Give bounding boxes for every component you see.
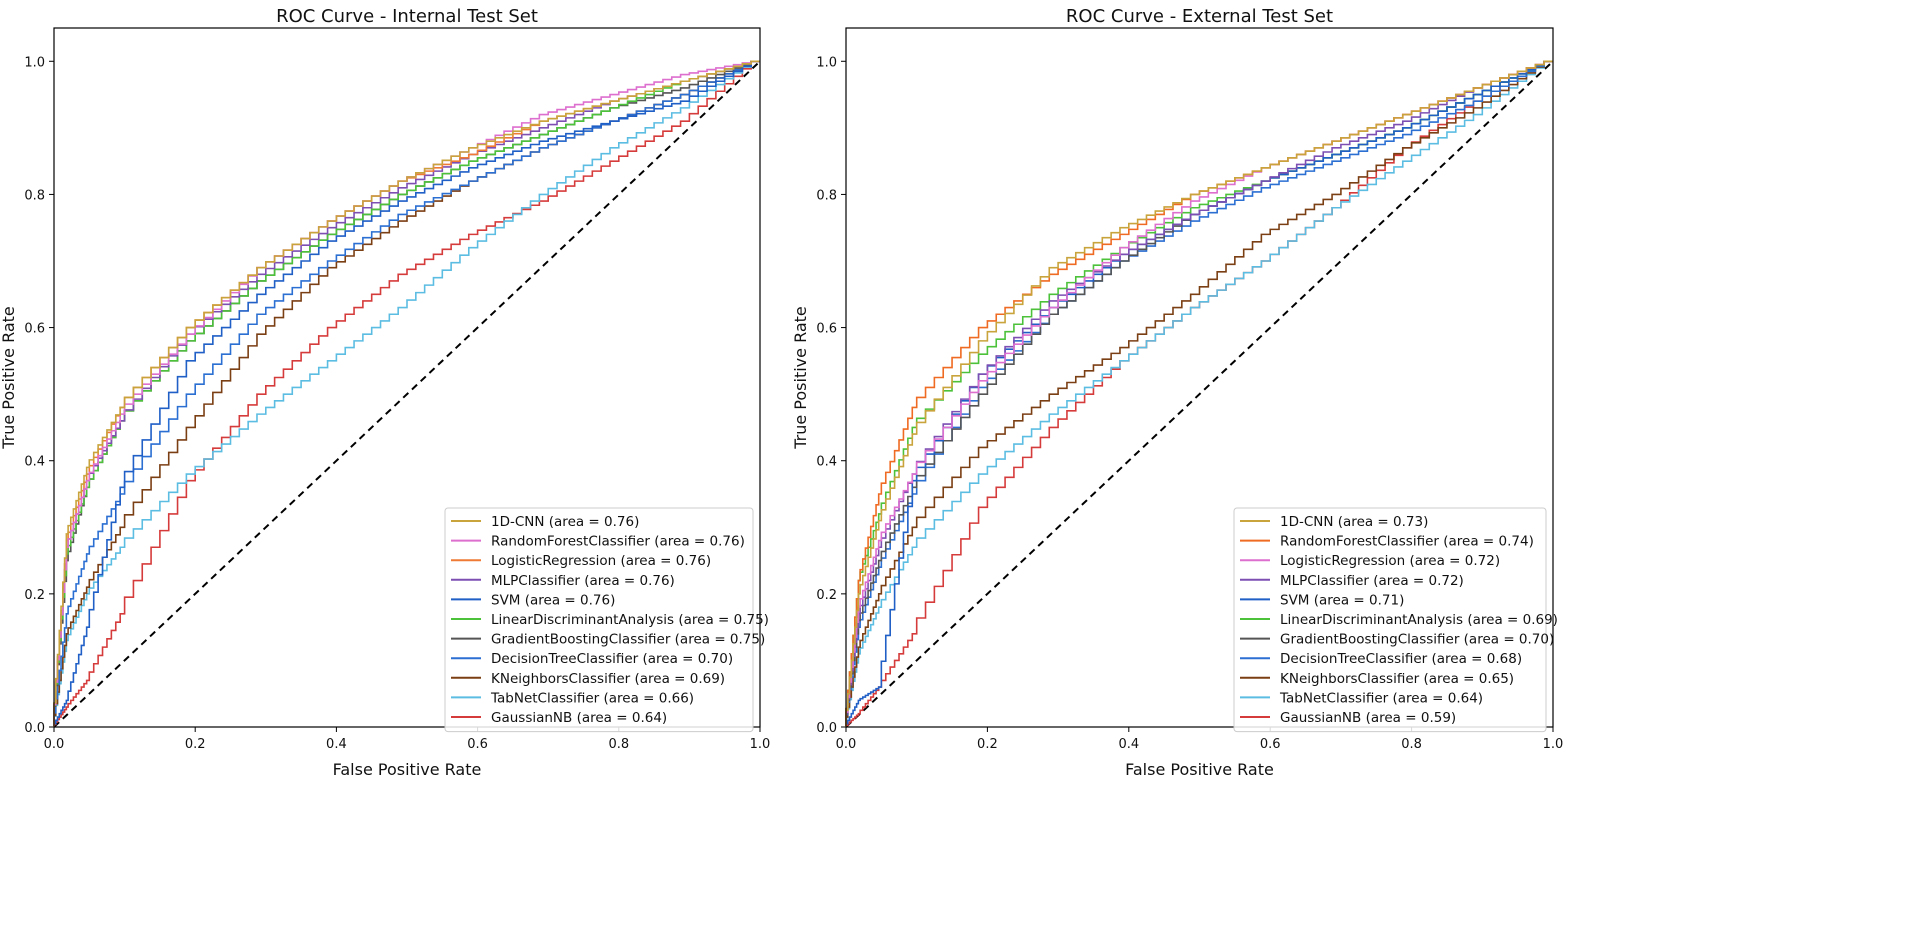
roc-panel-internal: ROC Curve - Internal Test Set False Posit… bbox=[0, 6, 770, 779]
plot-frame bbox=[53, 27, 761, 728]
legend-label: TabNetClassifier (area = 0.64) bbox=[1279, 690, 1483, 706]
legend-label: LogisticRegression (area = 0.72) bbox=[1280, 553, 1500, 569]
roc-curve bbox=[53, 60, 760, 727]
x-tick-label: 0.0 bbox=[836, 737, 857, 752]
roc-curve bbox=[53, 60, 760, 727]
x-tick-label: 1.0 bbox=[750, 737, 771, 752]
y-tick-label: 0.4 bbox=[24, 455, 45, 470]
y-tick-label: 0.8 bbox=[24, 188, 45, 203]
legend-label: LinearDiscriminantAnalysis (area = 0.75) bbox=[491, 612, 769, 628]
x-tick-label: 0.8 bbox=[1401, 737, 1422, 752]
x-tick-label: 0.8 bbox=[608, 737, 629, 752]
legend: 1D-CNN (area = 0.73) RandomForestClassifi… bbox=[1233, 507, 1558, 733]
y-tick-label: 0.6 bbox=[24, 322, 45, 337]
y-tick-label: 0.2 bbox=[816, 588, 837, 603]
roc-curve bbox=[53, 60, 760, 727]
legend-label: GradientBoostingClassifier (area = 0.70) bbox=[1280, 632, 1554, 648]
x-tick-label: 0.4 bbox=[326, 737, 347, 752]
plot-frame bbox=[845, 27, 1554, 728]
chance-diagonal bbox=[53, 60, 761, 728]
y-axis-label: True Positive Rate bbox=[0, 306, 18, 450]
roc-curve bbox=[53, 60, 760, 727]
legend-label: TabNetClassifier (area = 0.66) bbox=[490, 690, 694, 706]
legend-label: RandomForestClassifier (area = 0.76) bbox=[491, 534, 745, 550]
legend: 1D-CNN (area = 0.76) RandomForestClassifi… bbox=[444, 507, 769, 733]
legend-label: GradientBoostingClassifier (area = 0.75) bbox=[491, 632, 765, 648]
legend-label: 1D-CNN (area = 0.76) bbox=[491, 514, 639, 530]
x-tick-label: 0.2 bbox=[185, 737, 206, 752]
roc-panel-external: ROC Curve - External Test Set False Posit… bbox=[791, 6, 1563, 779]
y-tick-label: 0.0 bbox=[816, 721, 837, 736]
y-tick-label: 0.6 bbox=[816, 322, 837, 337]
y-tick-label: 0.4 bbox=[816, 455, 837, 470]
x-tick-label: 0.6 bbox=[467, 737, 488, 752]
chance-diagonal bbox=[845, 60, 1554, 728]
legend-label: KNeighborsClassifier (area = 0.69) bbox=[491, 671, 725, 687]
x-tick-label: 1.0 bbox=[1543, 737, 1564, 752]
y-tick-label: 1.0 bbox=[816, 55, 837, 70]
roc-curve bbox=[845, 60, 1553, 727]
roc-curve bbox=[845, 60, 1553, 727]
legend-box bbox=[1233, 507, 1547, 733]
chart-title: ROC Curve - External Test Set bbox=[1066, 6, 1333, 27]
y-tick-label: 0.2 bbox=[24, 588, 45, 603]
x-tick-label: 0.4 bbox=[1118, 737, 1139, 752]
chart-title: ROC Curve - Internal Test Set bbox=[276, 6, 538, 27]
y-tick-label: 1.0 bbox=[24, 55, 45, 70]
legend-label: DecisionTreeClassifier (area = 0.68) bbox=[1280, 651, 1522, 667]
y-axis-label: True Positive Rate bbox=[791, 306, 810, 450]
legend-label: 1D-CNN (area = 0.73) bbox=[1280, 514, 1428, 530]
legend-label: GaussianNB (area = 0.64) bbox=[491, 710, 667, 726]
roc-curve bbox=[845, 60, 1553, 727]
x-tick-label: 0.0 bbox=[44, 737, 65, 752]
roc-curve bbox=[845, 60, 1553, 727]
roc-curve bbox=[53, 60, 760, 727]
legend-label: MLPClassifier (area = 0.72) bbox=[1280, 573, 1464, 589]
legend-label: MLPClassifier (area = 0.76) bbox=[491, 573, 675, 589]
legend-label: LogisticRegression (area = 0.76) bbox=[491, 553, 711, 569]
y-tick-label: 0.0 bbox=[24, 721, 45, 736]
legend-label: KNeighborsClassifier (area = 0.65) bbox=[1280, 671, 1514, 687]
legend-label: RandomForestClassifier (area = 0.74) bbox=[1280, 534, 1534, 550]
legend-label: SVM (area = 0.71) bbox=[1280, 592, 1404, 608]
legend-label: DecisionTreeClassifier (area = 0.70) bbox=[491, 651, 733, 667]
x-axis-label: False Positive Rate bbox=[1125, 760, 1274, 779]
x-tick-label: 0.6 bbox=[1260, 737, 1281, 752]
x-tick-label: 0.2 bbox=[977, 737, 998, 752]
legend-label: LinearDiscriminantAnalysis (area = 0.69) bbox=[1280, 612, 1558, 628]
legend-label: GaussianNB (area = 0.59) bbox=[1280, 710, 1456, 726]
legend-box bbox=[444, 507, 754, 733]
legend-label: SVM (area = 0.76) bbox=[491, 592, 615, 608]
x-axis-label: False Positive Rate bbox=[333, 760, 482, 779]
y-tick-label: 0.8 bbox=[816, 188, 837, 203]
